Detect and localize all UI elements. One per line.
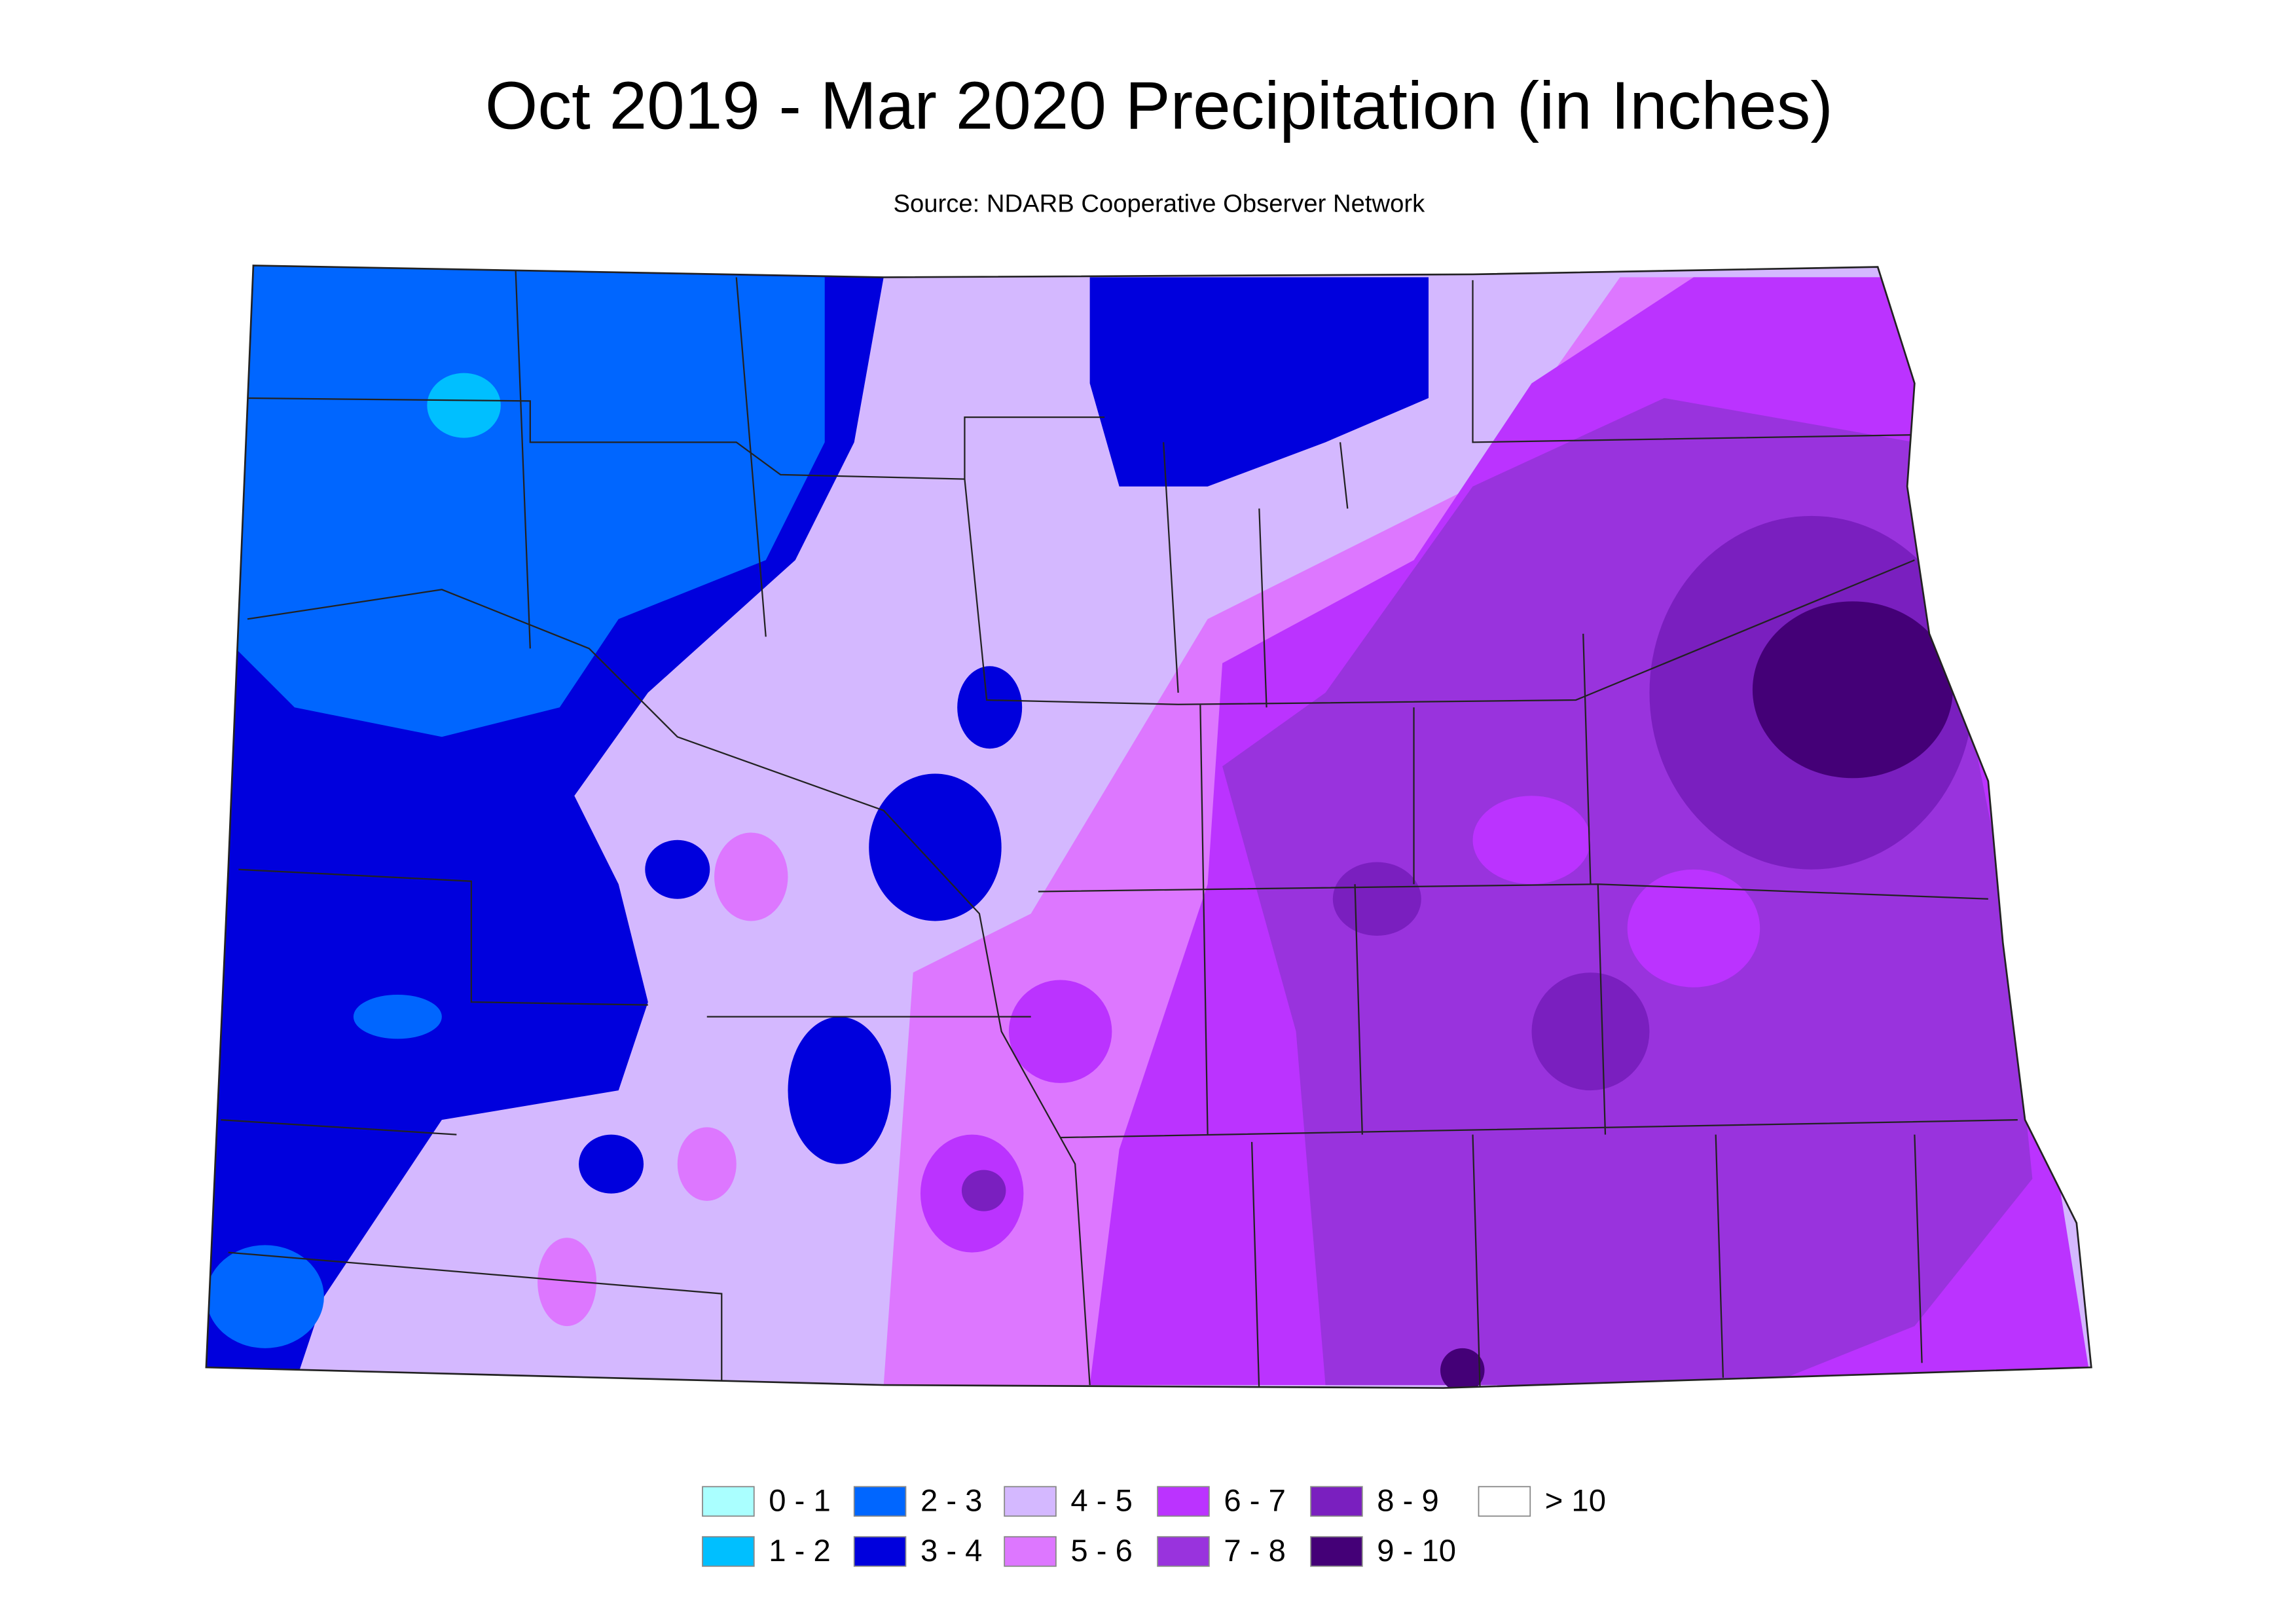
- state-outline: [205, 265, 2092, 1389]
- legend-swatch: [1157, 1486, 1210, 1517]
- legend-swatch: [853, 1486, 907, 1517]
- zone: [353, 994, 442, 1039]
- legend-label: 5 - 6: [1070, 1534, 1132, 1568]
- legend-label: 8 - 9: [1377, 1483, 1438, 1518]
- zone: [869, 773, 1002, 921]
- zone: [1440, 1348, 1485, 1388]
- zone: [1472, 796, 1591, 885]
- legend-label: 7 - 8: [1224, 1534, 1285, 1568]
- map: [206, 265, 2092, 1388]
- legend-swatch: [702, 1486, 755, 1517]
- zone: [645, 840, 710, 899]
- title: Oct 2019 - Mar 2020 Precipitation (in In…: [485, 67, 1833, 143]
- legend-label: 2 - 3: [920, 1483, 982, 1518]
- zone: [235, 265, 825, 737]
- legend-swatch: [1310, 1486, 1363, 1517]
- legend-label: 0 - 1: [769, 1483, 830, 1518]
- zone: [1752, 601, 1953, 779]
- legend-label: 3 - 4: [920, 1534, 982, 1568]
- legend-swatch: [702, 1536, 755, 1567]
- county-lines: [221, 265, 2018, 1388]
- zone: [961, 1170, 1006, 1211]
- zone: [206, 1245, 324, 1348]
- zone: [957, 666, 1023, 749]
- legend-swatch: [853, 1536, 907, 1567]
- legend-label: 1 - 2: [769, 1534, 830, 1568]
- legend-swatch: [1157, 1536, 1210, 1567]
- zone: [1627, 869, 1760, 987]
- zone: [538, 1238, 597, 1327]
- zone: [1089, 277, 1429, 487]
- zone: [788, 1016, 891, 1164]
- zone: [1008, 980, 1112, 1083]
- zone: [427, 373, 501, 438]
- legend-swatch: [1310, 1536, 1363, 1567]
- zone: [1332, 862, 1421, 936]
- legend-swatch: [1004, 1486, 1057, 1517]
- legend-swatch: [1004, 1536, 1057, 1567]
- subtitle: Source: NDARB Cooperative Observer Netwo…: [894, 189, 1426, 217]
- legend-label: 9 - 10: [1377, 1534, 1456, 1568]
- zone: [579, 1134, 644, 1194]
- legend-label: 4 - 5: [1070, 1483, 1132, 1518]
- legend-swatch: [1478, 1486, 1531, 1517]
- legend-label: > 10: [1545, 1483, 1606, 1518]
- zone: [714, 832, 788, 921]
- legend-label: 6 - 7: [1224, 1483, 1285, 1518]
- zone: [1531, 972, 1650, 1091]
- zone: [677, 1127, 737, 1201]
- legend: 0 - 1 1 - 2 2 - 3 3 - 4 4 - 5 5 - 6 6 - 7 7 - 8…: [702, 1483, 1606, 1568]
